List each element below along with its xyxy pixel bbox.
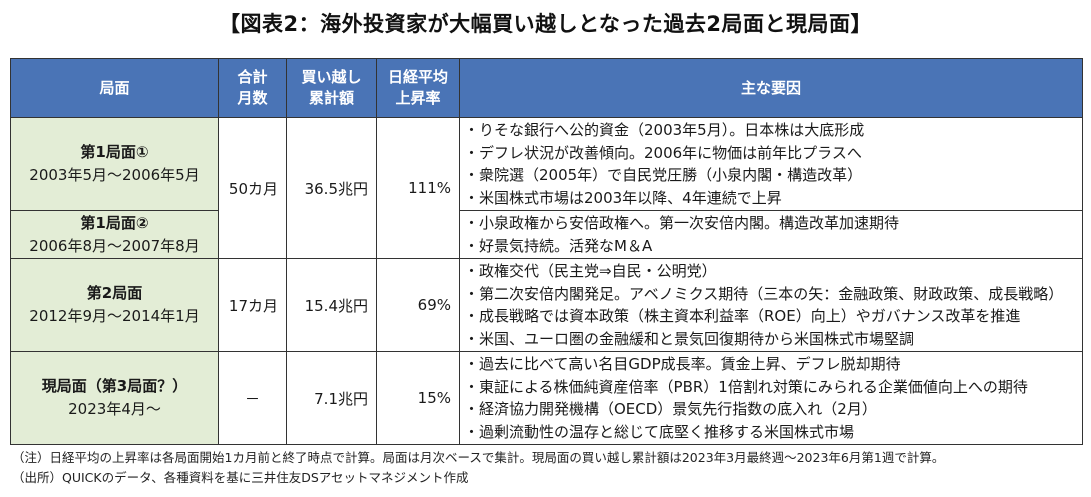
nikkei-rise-cell: 69% (376, 258, 460, 352)
phase-name: 第1局面① (80, 143, 149, 161)
factor-item: ・りそな銀行へ公的資金（2003年5月）。日本株は大底形成 (464, 121, 865, 139)
factor-item: ・東証による株価純資産倍率（PBR）1倍割れ対策にみられる企業価値向上への期待 (464, 377, 1028, 396)
net-buy-cell: 7.1兆円 (286, 351, 377, 445)
header-phase: 局面 (10, 58, 219, 118)
phase-period: 2006年8月～2007年8月 (29, 236, 200, 255)
table-row: 第1局面① 2003年5月～2006年5月 50カ月 36.5兆円 111% ・… (10, 117, 1083, 259)
table-row: 第1局面② 2006年8月～2007年8月 ・小泉政権から安倍政権へ。第一次安倍… (10, 210, 1083, 259)
months-cell: 50カ月 (218, 117, 287, 259)
factor-item: ・米国、ユーロ圏の金融緩和と景気回復期待から米国株式市場堅調 (464, 329, 915, 348)
factor-item: ・第二次安倍内閣発足。アベノミクス期待（三本の矢：金融政策、財政政策、成長戦略） (464, 284, 1064, 303)
factor-item: ・政権交代（民主党⇒自民・公明党） (464, 262, 717, 280)
chart-title: 【図表2：海外投資家が大幅買い越しとなった過去2局面と現局面】 (218, 12, 873, 36)
factor-item: ・デフレ状況が改善傾向。2006年に物価は前年比プラスへ (464, 143, 862, 162)
nikkei-rise-cell: 15% (376, 351, 460, 445)
table-header-row: 局面 合計 月数 買い越し 累計額 日経平均 上昇率 主な要因 (10, 58, 1083, 118)
header-months: 合計 月数 (218, 58, 287, 118)
header-nikkei-rise: 日経平均 上昇率 (376, 58, 460, 118)
factor-item: ・過剰流動性の温存と総じて底堅く推移する米国株式市場 (464, 422, 855, 441)
phase-cell: 第1局面① 2003年5月～2006年5月 (10, 117, 219, 211)
footnote-source: （出所）QUICKのデータ、各種資料を基に三井住友DSアセットマネジメント作成 (12, 470, 469, 485)
nikkei-rise-cell: 111% (376, 117, 460, 259)
phase-name: 第2局面 (86, 284, 143, 302)
footnotes: （注）日経平均の上昇率は各局面開始1カ月前と終了時点で計算。局面は月次ベースで集… (12, 448, 944, 488)
phase-period: 2023年4月～ (68, 400, 161, 418)
factors-cell: ・政権交代（民主党⇒自民・公明党） ・第二次安倍内閣発足。アベノミクス期待（三本… (459, 258, 1083, 352)
factor-item: ・衆院選（2005年）で自民党圧勝（小泉内閣・構造改革） (464, 166, 863, 184)
net-buy-cell: 36.5兆円 (286, 117, 377, 259)
factor-item: ・米国株式市場は2003年以降、4年連続で上昇 (464, 188, 782, 207)
factors-cell: ・小泉政権から安倍政権へ。第一次安倍内閣。構造改革加速期待 ・好景気持続。活発な… (459, 210, 1083, 259)
phase-name: 現局面（第3局面？） (41, 377, 188, 395)
table-row: 第2局面 2012年9月～2014年1月 17カ月 15.4兆円 69% ・政権… (10, 258, 1083, 352)
factor-item: ・好景気持続。活発なM＆A (464, 236, 653, 255)
factor-item: ・過去に比べて高い名目GDP成長率。賃金上昇、デフレ脱却期待 (464, 355, 901, 373)
table-row: 現局面（第3局面？） 2023年4月～ － 7.1兆円 15% ・過去に比べて高… (10, 351, 1083, 445)
phase-name: 第1局面② (80, 213, 149, 232)
factor-item: ・小泉政権から安倍政権へ。第一次安倍内閣。構造改革加速期待 (464, 214, 900, 232)
header-factors: 主な要因 (459, 58, 1083, 118)
factor-item: ・成長戦略では資本政策（株主資本利益率（ROE）向上）やガバナンス改革を推進 (464, 307, 1021, 325)
phases-table: 局面 合計 月数 買い越し 累計額 日経平均 上昇率 主な要因 第1局面① 2003年… (10, 58, 1083, 445)
factors-cell: ・りそな銀行へ公的資金（2003年5月）。日本株は大底形成 ・デフレ状況が改善傾… (459, 117, 1083, 211)
phase-cell: 第2局面 2012年9月～2014年1月 (10, 258, 219, 352)
header-net-buy: 買い越し 累計額 (286, 58, 377, 118)
phase-period: 2012年9月～2014年1月 (29, 307, 200, 325)
factors-cell: ・過去に比べて高い名目GDP成長率。賃金上昇、デフレ脱却期待 ・東証による株価純… (459, 351, 1083, 445)
net-buy-cell: 15.4兆円 (286, 258, 377, 352)
footnote-note: （注）日経平均の上昇率は各局面開始1カ月前と終了時点で計算。局面は月次ベースで集… (12, 450, 945, 465)
phase-period: 2003年5月～2006年5月 (29, 166, 200, 184)
months-cell: － (218, 351, 287, 445)
factor-item: ・経済協力開発機構（OECD）景気先行指数の底入れ（2月） (464, 400, 877, 418)
months-cell: 17カ月 (218, 258, 287, 352)
phase-cell: 第1局面② 2006年8月～2007年8月 (10, 210, 219, 259)
phase-cell: 現局面（第3局面？） 2023年4月～ (10, 351, 219, 445)
